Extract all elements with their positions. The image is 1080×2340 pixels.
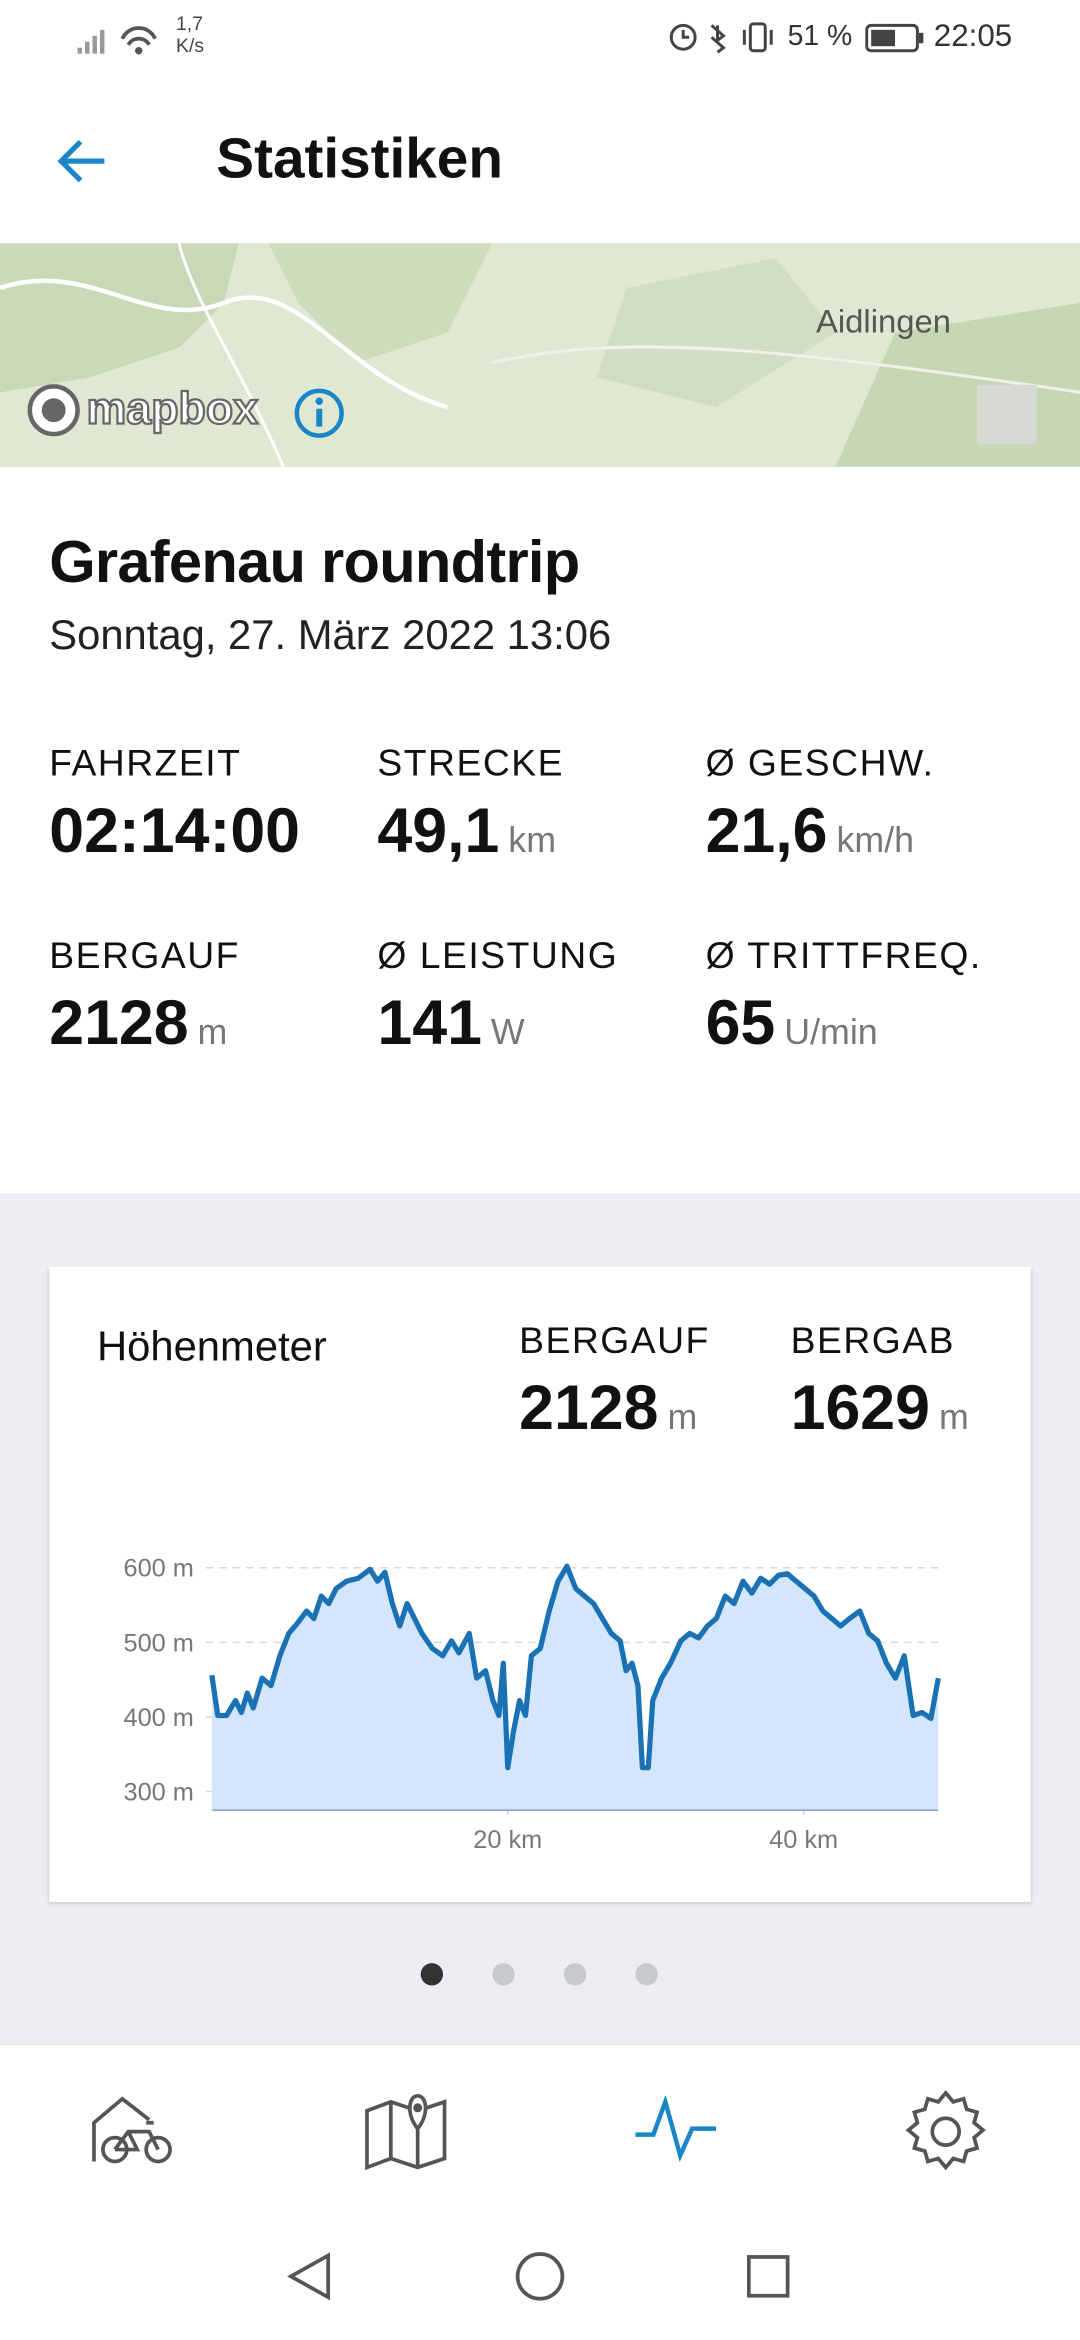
stat-number: 2128 <box>49 987 189 1058</box>
metric-value: 1629 m <box>791 1372 1045 1444</box>
card-title: Höhenmeter <box>96 1323 327 1370</box>
map-place-label: Aidlingen <box>815 302 951 341</box>
stat-value: 21,6 km/h <box>706 795 1034 867</box>
area-fill <box>211 1566 939 1811</box>
clock: 22:05 <box>933 19 1013 54</box>
stat-number: 141 <box>377 987 482 1058</box>
attribution-button[interactable] <box>291 385 348 442</box>
battery-level: 51 % <box>787 20 853 53</box>
battery-icon <box>865 23 924 53</box>
x-tick-label: 20 km <box>473 1826 542 1854</box>
y-tick-label: 600 m <box>123 1555 193 1583</box>
x-tick-label: 40 km <box>769 1826 838 1854</box>
stat: Ø GESCHW. 21,6 km/h <box>706 743 1034 867</box>
mapbox-logo: mapbox <box>85 384 259 435</box>
stat-value: 2128 m <box>49 988 377 1060</box>
stat-number: 02:14:00 <box>49 795 301 866</box>
stat-value: 49,1 km <box>377 795 705 867</box>
page-title: Statistiken <box>216 128 503 191</box>
stat: FAHRZEIT 02:14:00 <box>49 743 377 867</box>
stat-number: 65 <box>705 987 776 1058</box>
stat-label: Ø TRITTFREQ. <box>705 935 982 978</box>
metric-unit: m <box>667 1397 698 1439</box>
stat-label: Ø LEISTUNG <box>377 935 619 978</box>
stat-number: 49,1 <box>377 795 500 866</box>
metric-label: BERGAUF <box>519 1320 710 1362</box>
nav-settings[interactable] <box>901 2087 991 2177</box>
activity-date: Sonntag, 27. März 2022 13:06 <box>49 611 612 658</box>
stat-label: BERGAUF <box>49 935 240 978</box>
metric-unit: m <box>938 1397 969 1439</box>
y-tick-label: 500 m <box>123 1629 193 1657</box>
map-tiles <box>0 243 1080 467</box>
bottom-nav <box>0 2043 1080 2329</box>
metric: BERGAUF 2128 m <box>519 1320 773 1444</box>
stat-unit: W <box>490 1012 525 1054</box>
stat-number: 21,6 <box>705 795 828 866</box>
nav-home-bike[interactable] <box>90 2090 180 2172</box>
stat-unit: km <box>508 820 557 861</box>
metric-number: 2128 <box>519 1372 659 1443</box>
stat-unit: m <box>197 1012 228 1054</box>
stat-label: Ø GESCHW. <box>705 742 935 785</box>
y-tick-label: 300 m <box>123 1778 193 1806</box>
speed-unit: K/s <box>176 34 205 57</box>
stat-value: 02:14:00 <box>49 795 377 867</box>
nav-statistics[interactable] <box>632 2095 722 2163</box>
page-dot[interactable] <box>492 1963 515 1986</box>
stat: Ø LEISTUNG 141 W <box>377 935 705 1059</box>
activity-title: Grafenau roundtrip <box>49 529 580 596</box>
mapbox-logo-icon <box>27 384 80 437</box>
y-tick-label: 400 m <box>123 1704 193 1732</box>
map[interactable]: Aidlingen mapbox <box>0 243 1080 467</box>
stat: Ø TRITTFREQ. 65 U/min <box>706 935 1034 1059</box>
net-speed: 1,7 K/s <box>176 12 204 57</box>
stat: BERGAUF 2128 m <box>49 935 377 1059</box>
stat-value: 141 W <box>377 988 705 1060</box>
system-nav <box>287 2252 790 2301</box>
stat-value: 65 U/min <box>706 988 1034 1060</box>
elevation-line <box>209 1563 941 1771</box>
signal-icons <box>77 26 157 55</box>
metric-label: BERGAB <box>790 1320 955 1362</box>
stat: STRECKE 49,1 km <box>377 743 705 867</box>
metric-value: 2128 m <box>519 1372 773 1444</box>
page-dot[interactable] <box>635 1963 658 1986</box>
elevation-chart: 300 m 400 m 500 m 600 m 20 km 40 km <box>123 1555 941 1854</box>
nav-map[interactable] <box>361 2090 451 2172</box>
status-icons <box>669 22 773 54</box>
stat-unit: U/min <box>784 1012 878 1054</box>
speed: 1,7 <box>176 11 203 35</box>
metric-number: 1629 <box>790 1372 930 1443</box>
stat-label: STRECKE <box>377 742 565 785</box>
page-dot-active[interactable] <box>420 1963 444 1986</box>
stat-label: FAHRZEIT <box>49 742 242 785</box>
page-dot[interactable] <box>563 1963 587 1986</box>
stat-unit: km/h <box>836 820 915 861</box>
metric: BERGAB 1629 m <box>791 1320 1045 1444</box>
back-button[interactable] <box>54 131 114 191</box>
